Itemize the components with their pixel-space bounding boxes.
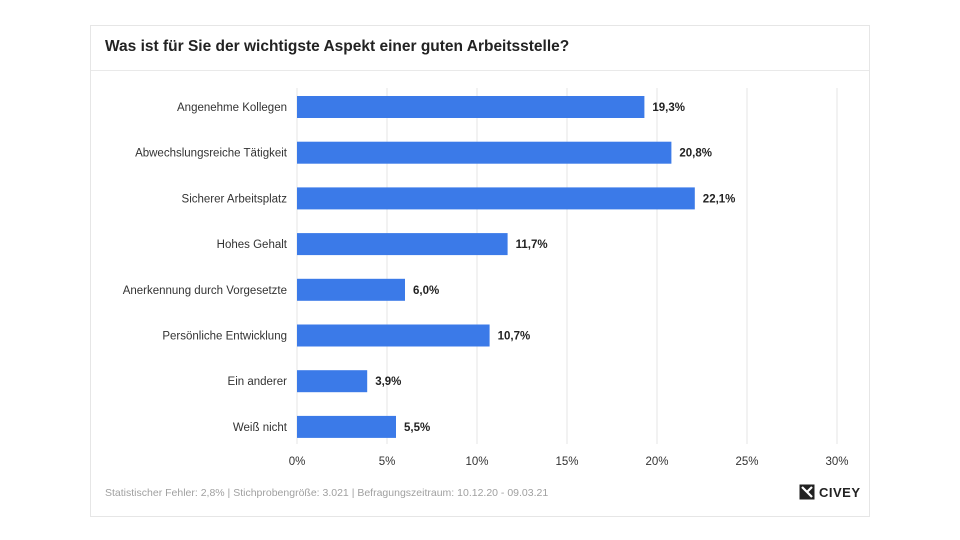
value-label: 22,1% [703,193,736,205]
value-label: 20,8% [679,148,712,160]
value-label: 6,0% [413,285,439,297]
category-label: Weiß nicht [233,422,288,434]
category-label: Ein anderer [228,376,288,388]
value-label: 19,3% [652,102,685,114]
bar [297,141,672,164]
x-tick-label: 0% [289,456,306,468]
x-tick-label: 15% [555,456,578,468]
x-tick-label: 25% [735,456,758,468]
x-tick-label: 5% [379,456,396,468]
x-tick-label: 30% [825,456,848,468]
title-divider [91,70,869,71]
value-label: 3,9% [375,376,401,388]
category-label: Abwechslungsreiche Tätigkeit [135,148,288,160]
chart-card: Was ist für Sie der wichtigste Aspekt ei… [90,25,870,517]
category-label: Anerkennung durch Vorgesetzte [123,285,287,297]
bar [297,415,396,438]
bar [297,96,645,118]
x-tick-label: 10% [465,456,488,468]
category-label: Sicherer Arbeitsplatz [182,193,288,205]
x-tick-label: 20% [645,456,668,468]
bar [297,324,490,347]
brand-name: CIVEY [819,484,861,500]
category-label: Angenehme Kollegen [177,102,287,114]
value-label: 11,7% [516,239,548,251]
bar-chart: 0% 5% 10% 15% 20% 25% 30% Angenehme Kollegen 19,… [123,88,849,468]
bar [297,187,695,210]
civey-logo-icon [799,484,815,500]
category-label: Persönliche Entwicklung [162,331,287,343]
chart-title: Was ist für Sie der wichtigste Aspekt ei… [105,38,570,55]
category-label: Hohes Gehalt [217,239,288,251]
bar [297,278,405,301]
value-label: 5,5% [404,422,430,434]
footer-note: Statistischer Fehler: 2,8% | Stichproben… [105,487,549,499]
bar [297,233,508,256]
value-label: 10,7% [498,331,531,343]
bar [297,370,368,393]
civey-logo: CIVEY [799,484,861,500]
